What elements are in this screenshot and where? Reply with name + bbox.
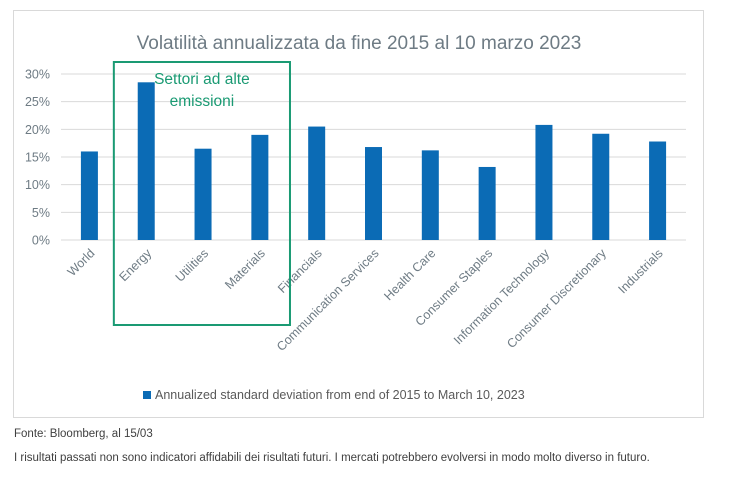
highlight-annotation: Settori ad alte emissioni	[112, 61, 291, 326]
y-tick-label: 25%	[25, 95, 50, 109]
disclaimer-note: I risultati passati non sono indicatori …	[14, 452, 650, 464]
x-tick-label: Industrials	[616, 246, 666, 296]
legend: Annualized standard deviation from end o…	[143, 388, 525, 402]
bar-world	[80, 151, 98, 240]
volatility-bar-chart: Volatilità annualizzata da fine 2015 al …	[25, 33, 686, 402]
x-tick-label: Energy	[116, 246, 154, 284]
bar-consumer-discretionary	[592, 133, 610, 240]
bar-industrials	[649, 141, 667, 240]
y-tick-label: 5%	[32, 206, 50, 220]
x-tick-label: Materials	[222, 246, 268, 292]
y-tick-label: 10%	[25, 178, 50, 192]
x-tick-label: Consumer Discretionary	[504, 246, 609, 351]
y-tick-label: 30%	[25, 68, 50, 82]
chart-frame: Volatilità annualizzata da fine 2015 al …	[13, 10, 704, 418]
annotation-text-line2: emissioni	[170, 93, 235, 110]
legend-label: Annualized standard deviation from end o…	[155, 388, 525, 402]
x-tick-label: Health Care	[381, 246, 438, 303]
highlight-box	[112, 61, 291, 326]
source-note: Fonte: Bloomberg, al 15/03	[14, 428, 153, 440]
x-axis-ticks: World Energy Utilities Materials Financials C…	[65, 246, 666, 354]
chart-title: Volatilità annualizzata da fine 2015 al …	[137, 33, 582, 54]
legend-swatch	[143, 391, 151, 399]
bar-materials	[251, 134, 269, 240]
y-tick-label: 20%	[25, 123, 50, 137]
bar-financials	[308, 126, 326, 240]
bar-utilities	[194, 148, 212, 240]
bar-energy	[137, 82, 155, 240]
bar-information-technology	[535, 124, 553, 240]
x-tick-label: Financials	[275, 246, 325, 296]
bar-communication-services	[365, 147, 382, 240]
x-tick-label: Information Technology	[451, 246, 553, 348]
x-tick-label: World	[65, 246, 98, 279]
bar-consumer-staples	[478, 166, 496, 240]
x-tick-label: Utilities	[173, 246, 211, 284]
bar-health-care	[421, 150, 439, 240]
bars	[80, 82, 667, 240]
annotation-text-line1: Settori ad alte	[154, 71, 250, 88]
y-axis-ticks: 0% 5% 10% 15% 20% 25% 30%	[25, 68, 50, 248]
y-tick-label: 0%	[32, 234, 50, 248]
y-tick-label: 15%	[25, 151, 50, 165]
